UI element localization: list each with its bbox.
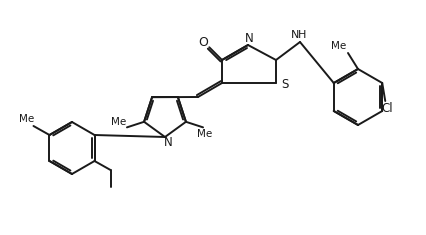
- Text: N: N: [290, 30, 299, 40]
- Text: H: H: [297, 30, 305, 40]
- Text: Me: Me: [19, 114, 34, 124]
- Text: Cl: Cl: [380, 102, 392, 115]
- Text: Me: Me: [197, 129, 212, 139]
- Text: S: S: [281, 78, 288, 91]
- Text: Me: Me: [111, 117, 126, 127]
- Text: N: N: [163, 136, 172, 149]
- Text: O: O: [198, 36, 208, 49]
- Text: Me: Me: [331, 41, 346, 51]
- Text: N: N: [244, 31, 253, 44]
